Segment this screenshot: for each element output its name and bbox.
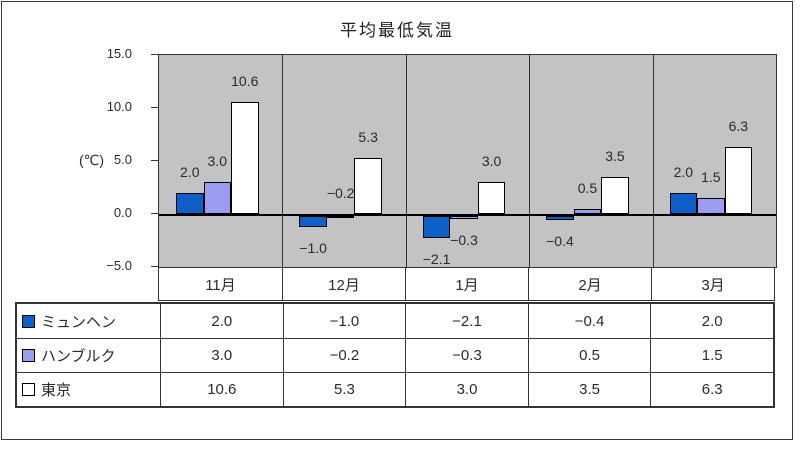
bar-label-munich-2月: −0.4	[546, 233, 574, 250]
bar-label-munich-11月: 2.0	[180, 163, 200, 180]
bar-tokyo-11月	[231, 101, 259, 214]
bar-label-munich-3月: 2.0	[673, 163, 694, 180]
legend-swatch-tokyo	[22, 383, 35, 396]
table-value-tokyo-3月: 6.3	[650, 372, 773, 406]
table-value-hamburg-11月: 3.0	[160, 338, 283, 372]
table-value-tokyo-2月: 3.5	[527, 372, 651, 406]
table-value-hamburg-3月: 1.5	[650, 338, 773, 372]
chart-title: 平均最低気温	[340, 21, 454, 40]
y-axis-unit-label: (℃)	[78, 152, 104, 168]
bar-hamburg-11月	[203, 182, 231, 214]
table-value-munich-3月: 2.0	[650, 304, 773, 338]
month-header-cell: 1月	[405, 268, 528, 300]
bar-label-tokyo-11月: 10.6	[231, 72, 259, 89]
bar-tokyo-12月	[354, 157, 382, 214]
table-value-hamburg-12月: −0.2	[282, 338, 406, 372]
table-value-munich-11月: 2.0	[160, 304, 283, 338]
y-axis-tick-mark	[151, 54, 158, 55]
bar-tokyo-2月	[601, 176, 629, 214]
legend-swatch-munich	[22, 314, 35, 328]
table-value-munich-1月: −2.1	[405, 304, 528, 338]
legend-cell-hamburg: ハンブルク	[17, 338, 160, 372]
bar-munich-1月	[422, 216, 451, 239]
bar-tokyo-1月	[477, 182, 506, 214]
bar-munich-2月	[546, 216, 574, 221]
bar-label-hamburg-1月: −0.3	[450, 232, 478, 249]
legend-cell-tokyo: 東京	[17, 372, 160, 406]
month-header-cell: 3月	[651, 268, 774, 300]
bar-label-tokyo-3月: 6.3	[728, 118, 749, 135]
panel-divider	[405, 55, 407, 267]
panel-divider	[652, 55, 654, 267]
table-value-hamburg-1月: −0.3	[405, 338, 528, 372]
bar-munich-3月	[669, 192, 698, 214]
panel-divider	[529, 55, 531, 267]
legend-label-tokyo: 東京	[41, 382, 72, 399]
bar-munich-12月	[299, 216, 327, 227]
table-value-munich-12月: −1.0	[282, 304, 406, 338]
y-axis-tick-label: 15.0	[106, 46, 132, 61]
y-axis-tick-mark	[151, 213, 158, 214]
y-axis-tick-mark	[151, 107, 158, 108]
bar-hamburg-2月	[573, 208, 602, 214]
bar-hamburg-12月	[326, 216, 355, 219]
y-axis-tick-label: 0.0	[113, 205, 132, 220]
bar-label-tokyo-12月: 5.3	[358, 128, 378, 145]
bar-hamburg-3月	[697, 198, 725, 214]
legend-cell-munich: ミュンヘン	[17, 304, 160, 338]
month-header-cell: 2月	[528, 268, 651, 300]
y-axis-tick-label: 10.0	[106, 99, 132, 114]
bar-label-hamburg-2月: 0.5	[577, 179, 598, 196]
bar-label-munich-12月: −1.0	[299, 239, 327, 256]
y-axis-tick-mark	[151, 266, 158, 267]
chart-outer-border	[1, 1, 793, 440]
panel-divider	[282, 55, 284, 267]
y-axis-tick-mark	[151, 160, 158, 161]
plot-area: 2.0 −1.0 −2.1 −0.4 2.0 3.0 −0.2 −0.3 0.5 1.5 10.6 5…	[158, 54, 777, 268]
y-axis-tick-label: 5.0	[113, 152, 132, 167]
table-value-tokyo-12月: 5.3	[282, 372, 406, 406]
month-header-cell: 11月	[205, 276, 236, 294]
table-value-hamburg-2月: 0.5	[527, 338, 651, 372]
table-value-munich-2月: −0.4	[527, 304, 651, 338]
category-header-row: 11月 12月 1月 2月 3月	[158, 267, 775, 301]
bar-label-hamburg-3月: 1.5	[701, 169, 721, 186]
month-header-cell: 12月	[282, 268, 405, 300]
zero-axis-line	[159, 214, 776, 216]
legend-label-hamburg: ハンブルク	[41, 348, 116, 365]
bar-munich-11月	[176, 192, 204, 214]
bar-hamburg-1月	[450, 216, 478, 220]
bar-label-tokyo-2月: 3.5	[605, 147, 625, 164]
bar-label-hamburg-12月: −0.2	[326, 185, 355, 201]
bar-label-munich-1月: −2.1	[422, 251, 451, 268]
bar-label-tokyo-1月: 3.0	[481, 153, 502, 170]
legend-swatch-hamburg	[22, 349, 35, 362]
table-value-tokyo-1月: 3.0	[405, 372, 528, 406]
bar-label-hamburg-11月: 3.0	[207, 153, 227, 170]
table-value-tokyo-11月: 10.6	[160, 372, 283, 406]
bar-tokyo-3月	[724, 147, 753, 214]
y-axis-tick-label: −5.0	[106, 258, 132, 273]
data-table: ミュンヘン 2.0 −1.0 −2.1 −0.4 2.0 ハンブルク 3.0 −0.2 −0.3 0…	[15, 302, 775, 408]
legend-label-munich: ミュンヘン	[41, 313, 117, 331]
